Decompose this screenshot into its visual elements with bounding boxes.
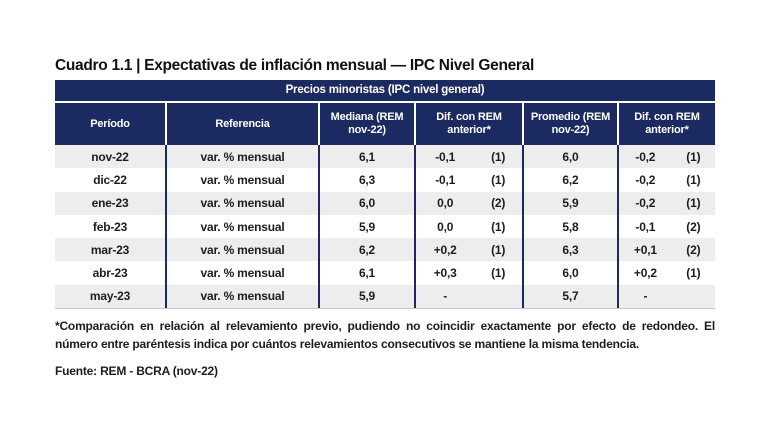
dif-value: -0,2 — [635, 196, 656, 211]
dif-count: (2) — [686, 242, 701, 257]
table-row: abr-23 var. % mensual 6,1 +0,3 (1) 6,0 +0… — [55, 261, 715, 285]
cell-periodo: ene-23 — [91, 196, 129, 211]
cell-referencia: var. % mensual — [165, 238, 318, 262]
cell-dif-2: -0,1 (2) — [616, 214, 715, 239]
cell-mediana: 5,9 — [318, 284, 414, 309]
source-text: Fuente: REM - BCRA (nov-22) — [55, 364, 218, 379]
cell-dif-1: -0,1 (1) — [414, 168, 522, 192]
table-row: may-23 var. % mensual 5,9 - 5,7 - — [55, 284, 715, 309]
cell-dif-1: 0,0 (1) — [414, 214, 522, 239]
dif-count: (1) — [491, 242, 506, 257]
dif-count: (1) — [491, 149, 506, 164]
cell-mediana: 6,1 — [318, 145, 414, 169]
footnote-text: *Comparación en relación al relevamiento… — [55, 319, 715, 351]
table-row: ene-23 var. % mensual 6,0 0,0 (2) 5,9 -0,… — [55, 191, 715, 215]
cell-referencia: var. % mensual — [165, 261, 318, 285]
table-row: nov-22 var. % mensual 6,1 -0,1 (1) 6,0 -0… — [55, 145, 715, 169]
table-header-row: Período Referencia Mediana (REM nov-22) … — [55, 103, 715, 145]
dif-value: - — [443, 289, 448, 304]
table-row: mar-23 var. % mensual 6,2 +0,2 (1) 6,3 +0… — [55, 238, 715, 262]
cell-promedio: 6,0 — [521, 261, 617, 285]
figure-title: Cuadro 1.1 | Expectativas de inflación m… — [55, 57, 534, 74]
dif-value: -0,1 — [435, 172, 456, 187]
cell-dif-1: +0,2 (1) — [414, 238, 522, 262]
cell-mediana: 6,0 — [318, 191, 414, 215]
table-row: dic-22 var. % mensual 6,3 -0,1 (1) 6,2 -0… — [55, 168, 715, 192]
column-header-dif-rem-1: Dif. con REM anterior* — [414, 103, 522, 145]
dif-value: +0,1 — [633, 242, 657, 257]
cell-dif-1: +0,3 (1) — [414, 261, 522, 285]
column-header-mediana: Mediana (REM nov-22) — [318, 103, 414, 145]
dif-value: +0,3 — [433, 266, 457, 281]
cell-referencia: var. % mensual — [165, 284, 318, 309]
dif-count: (2) — [491, 196, 506, 211]
table-figure: Cuadro 1.1 | Expectativas de inflación m… — [55, 56, 715, 378]
cell-periodo: may-23 — [89, 289, 131, 304]
dif-value: -0,1 — [435, 149, 456, 164]
dif-count: (1) — [686, 149, 701, 164]
dif-value: +0,2 — [433, 242, 457, 257]
cell-referencia: var. % mensual — [165, 191, 318, 215]
column-header-periodo: Período — [90, 117, 130, 130]
cell-periodo: mar-23 — [90, 242, 130, 257]
column-header-dif-rem-2: Dif. con REM anterior* — [616, 103, 715, 145]
cell-mediana: 6,2 — [318, 238, 414, 262]
table-band-title: Precios minoristas (IPC nivel general) — [55, 80, 715, 101]
cell-promedio: 6,2 — [521, 168, 617, 192]
cell-promedio: 5,9 — [521, 191, 617, 215]
cell-mediana: 6,1 — [318, 261, 414, 285]
dif-value: - — [643, 289, 648, 304]
cell-dif-1: - — [414, 284, 522, 309]
dif-value: +0,2 — [633, 266, 657, 281]
dif-count: (1) — [491, 266, 506, 281]
cell-dif-1: -0,1 (1) — [414, 145, 522, 169]
dif-value: 0,0 — [437, 219, 454, 234]
cell-periodo: nov-22 — [91, 149, 129, 164]
cell-promedio: 6,3 — [521, 238, 617, 262]
column-header-referencia: Referencia — [165, 103, 318, 145]
inflation-table: Precios minoristas (IPC nivel general) P… — [55, 80, 715, 310]
cell-periodo: dic-22 — [93, 172, 127, 187]
cell-dif-1: 0,0 (2) — [414, 191, 522, 215]
cell-promedio: 6,0 — [521, 145, 617, 169]
dif-count: (1) — [491, 219, 506, 234]
dif-count: (1) — [686, 172, 701, 187]
cell-promedio: 5,8 — [521, 214, 617, 239]
dif-count: (1) — [686, 196, 701, 211]
dif-value: 0,0 — [437, 196, 454, 211]
table-body: nov-22 var. % mensual 6,1 -0,1 (1) 6,0 -0… — [55, 145, 715, 310]
cell-dif-2: - — [616, 284, 715, 309]
cell-periodo: abr-23 — [92, 266, 128, 281]
cell-referencia: var. % mensual — [165, 145, 318, 169]
dif-count: (1) — [686, 266, 701, 281]
cell-dif-2: -0,2 (1) — [616, 145, 715, 169]
cell-mediana: 6,3 — [318, 168, 414, 192]
cell-periodo: feb-23 — [92, 219, 128, 234]
cell-referencia: var. % mensual — [165, 168, 318, 192]
cell-dif-2: -0,2 (1) — [616, 168, 715, 192]
dif-value: -0,1 — [635, 219, 656, 234]
cell-dif-2: +0,1 (2) — [616, 238, 715, 262]
dif-count: (1) — [491, 172, 506, 187]
dif-value: -0,2 — [635, 172, 656, 187]
dif-value: -0,2 — [635, 149, 656, 164]
cell-dif-2: +0,2 (1) — [616, 261, 715, 285]
cell-promedio: 5,7 — [521, 284, 617, 309]
column-header-promedio: Promedio (REM nov-22) — [521, 103, 617, 145]
cell-mediana: 5,9 — [318, 214, 414, 239]
table-row: feb-23 var. % mensual 5,9 0,0 (1) 5,8 -0,… — [55, 214, 715, 239]
cell-dif-2: -0,2 (1) — [616, 191, 715, 215]
dif-count: (2) — [686, 219, 701, 234]
cell-referencia: var. % mensual — [165, 214, 318, 239]
